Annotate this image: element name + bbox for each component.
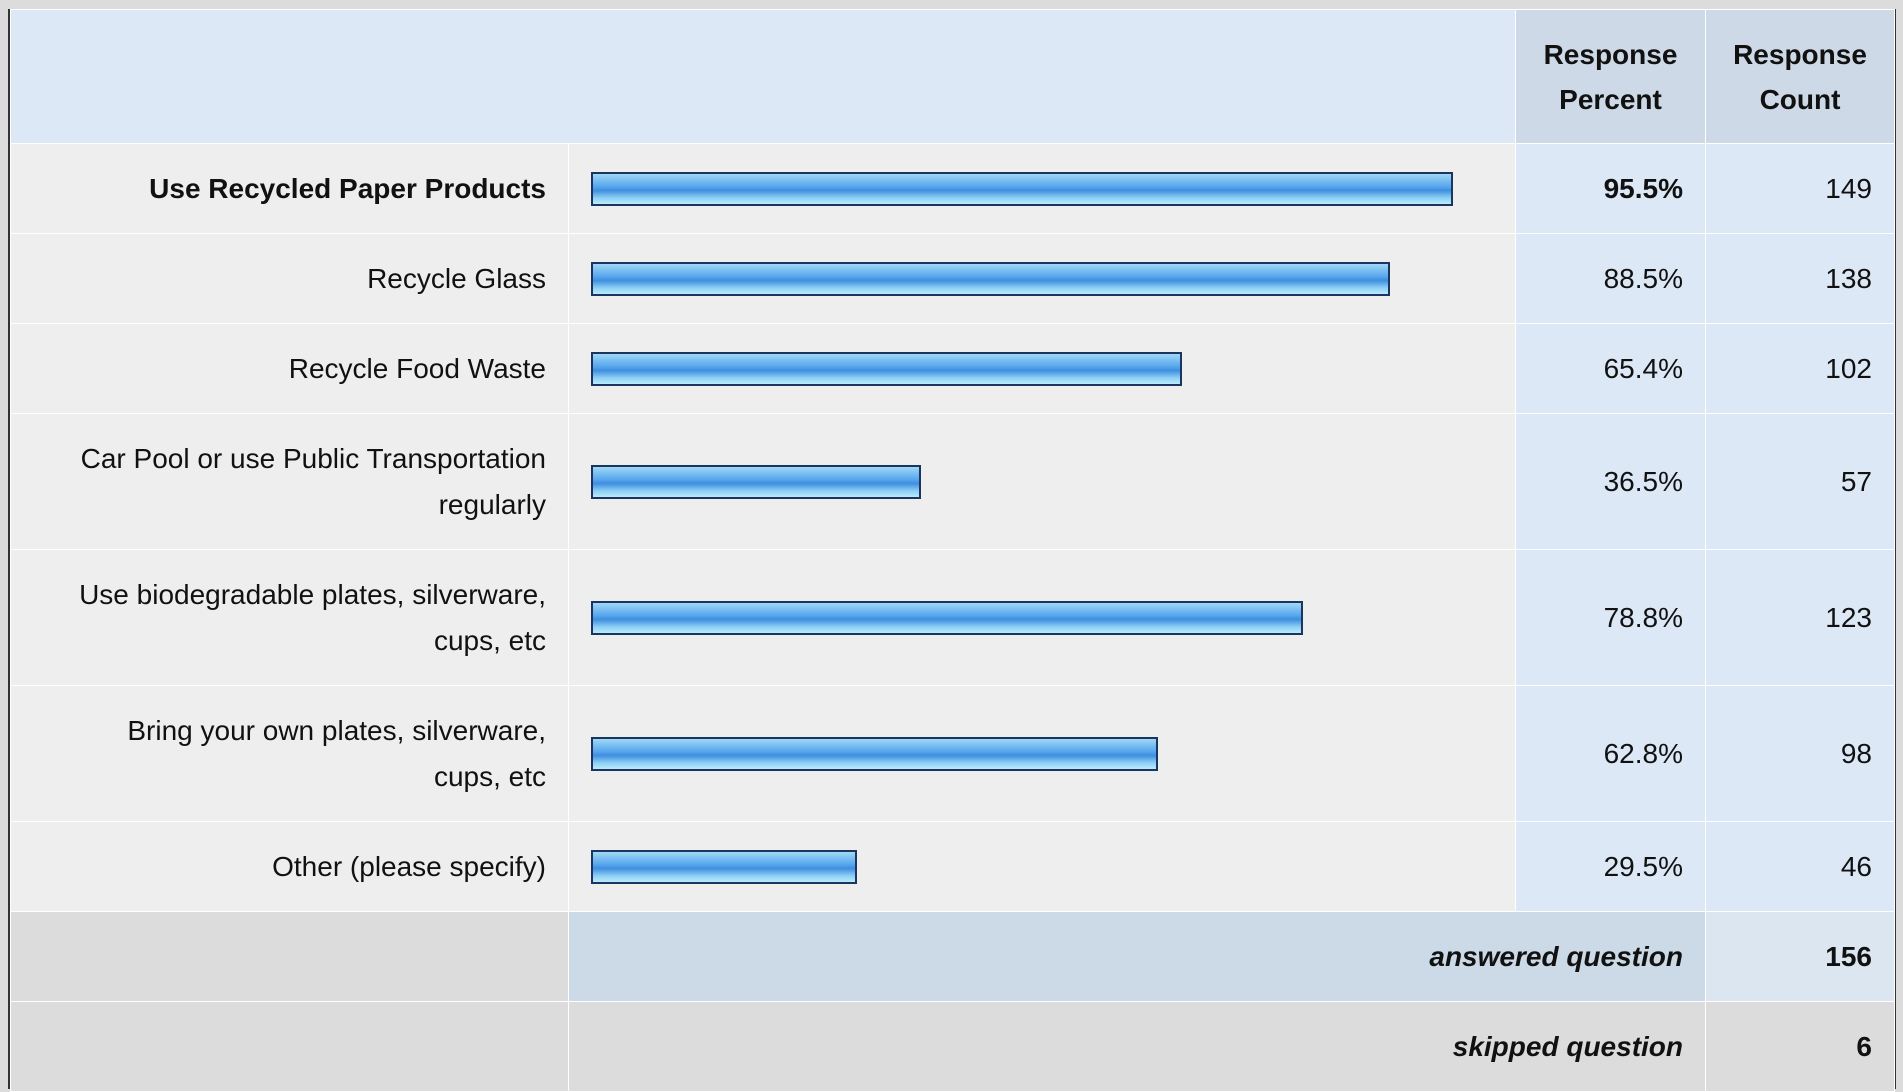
results-table: Response Percent Response Count Use Recy…	[8, 9, 1896, 1092]
table: Response Percent Response Count Use Recy…	[10, 9, 1895, 1092]
bar-cell	[568, 549, 1516, 686]
label-cell: Use Recycled Paper Products	[10, 143, 569, 234]
footer-row: answered question 156	[10, 911, 1895, 1002]
bar-cell	[568, 143, 1516, 234]
percent-cell: 62.8%	[1515, 685, 1706, 822]
count-cell: 46	[1705, 821, 1895, 912]
data-row: Use Recycled Paper Products 95.5% 149	[10, 143, 1895, 234]
count-cell: 149	[1705, 143, 1895, 234]
bar-cell	[568, 323, 1516, 414]
bar	[591, 736, 1159, 771]
label-cell: Use biodegradable plates, silverware, cu…	[10, 549, 569, 686]
bar	[591, 849, 858, 884]
label-cell: Recycle Glass	[10, 233, 569, 324]
label-cell: Recycle Food Waste	[10, 323, 569, 414]
footer-row: skipped question 6	[10, 1001, 1895, 1092]
bar-cell	[568, 685, 1516, 822]
bar-cell	[568, 413, 1516, 550]
percent-cell: 88.5%	[1515, 233, 1706, 324]
percent-cell: 78.8%	[1515, 549, 1706, 686]
footer-blank	[10, 1001, 569, 1092]
label-cell: Other (please specify)	[10, 821, 569, 912]
data-row: Use biodegradable plates, silverware, cu…	[10, 549, 1895, 686]
bar	[591, 261, 1391, 296]
label-cell: Bring your own plates, silverware, cups,…	[10, 685, 569, 822]
bar	[591, 171, 1454, 206]
header-cell: Response Percent	[1515, 9, 1706, 144]
data-row: Recycle Food Waste 65.4% 102	[10, 323, 1895, 414]
footer-label: answered question	[568, 911, 1706, 1002]
footer-label: skipped question	[568, 1001, 1706, 1092]
percent-cell: 36.5%	[1515, 413, 1706, 550]
data-row: Bring your own plates, silverware, cups,…	[10, 685, 1895, 822]
count-cell: 123	[1705, 549, 1895, 686]
percent-cell: 29.5%	[1515, 821, 1706, 912]
footer-count: 6	[1705, 1001, 1895, 1092]
label-cell: Car Pool or use Public Transportation re…	[10, 413, 569, 550]
row-label: Bring your own plates, silverware, cups,…	[127, 714, 546, 792]
row-label: Other (please specify)	[272, 850, 546, 882]
footer-count: 156	[1705, 911, 1895, 1002]
row-label: Recycle Glass	[367, 262, 546, 294]
count-cell: 102	[1705, 323, 1895, 414]
percent-cell: 65.4%	[1515, 323, 1706, 414]
count-cell: 138	[1705, 233, 1895, 324]
bar	[591, 600, 1303, 635]
row-label: Use biodegradable plates, silverware, cu…	[79, 578, 546, 656]
count-cell: 98	[1705, 685, 1895, 822]
row-label: Use Recycled Paper Products	[149, 172, 546, 204]
bar-cell	[568, 233, 1516, 324]
row-label: Recycle Food Waste	[288, 352, 546, 384]
bar	[591, 464, 921, 499]
data-row: Recycle Glass 88.5% 138	[10, 233, 1895, 324]
data-row: Car Pool or use Public Transportation re…	[10, 413, 1895, 550]
percent-cell: 95.5%	[1515, 143, 1706, 234]
header-cell: Response Count	[1705, 9, 1895, 144]
header-blank	[10, 9, 1516, 144]
count-cell: 57	[1705, 413, 1895, 550]
row-label: Car Pool or use Public Transportation re…	[80, 442, 546, 520]
bar-cell	[568, 821, 1516, 912]
bar	[591, 351, 1182, 386]
data-row: Other (please specify) 29.5% 46	[10, 821, 1895, 912]
header-row: Response Percent Response Count	[10, 9, 1895, 144]
footer-blank	[10, 911, 569, 1002]
